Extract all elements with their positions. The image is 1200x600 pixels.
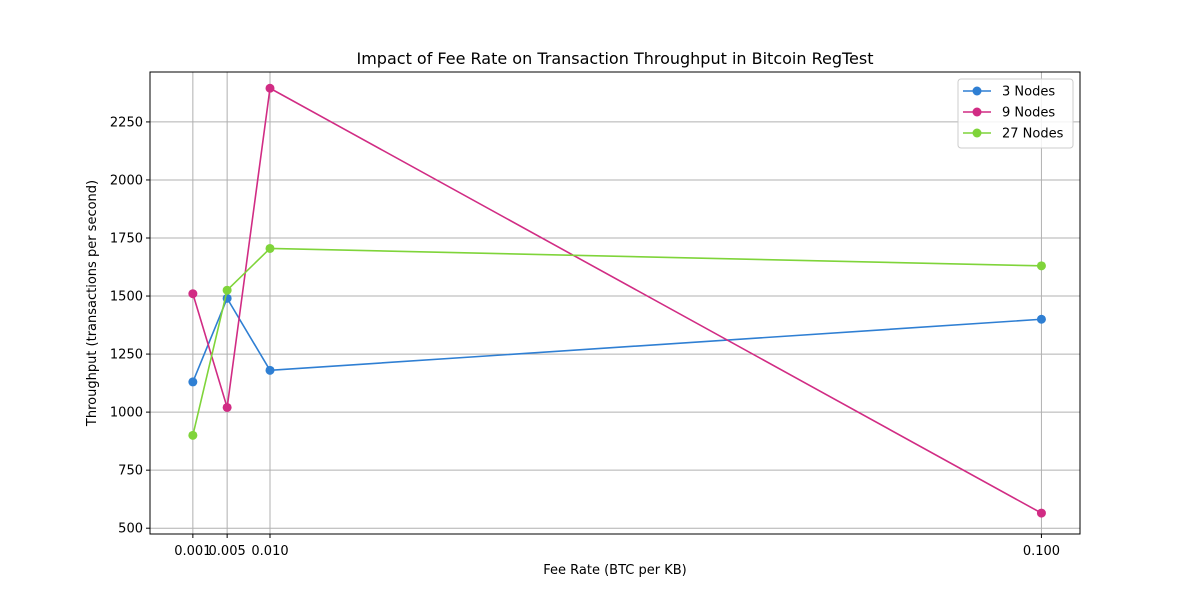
data-point-9-nodes (188, 289, 198, 299)
y-tick-label: 1250 (110, 348, 143, 363)
y-tick-label: 1750 (110, 231, 143, 246)
data-point-9-nodes (1036, 508, 1046, 518)
axis-ticks: 500 750 1000 1250 1500 1750 2000 2250 0.0010.005… (110, 115, 1060, 559)
legend-box (957, 78, 1074, 149)
data-point-27-nodes (265, 243, 275, 253)
data-point-3-nodes (188, 377, 198, 387)
legend-label-9-nodes: 9 Nodes (1002, 106, 1055, 121)
y-tick-label: 2250 (110, 115, 143, 130)
data-point-9-nodes (265, 83, 275, 93)
data-point-9-nodes (222, 402, 232, 412)
data-point-27-nodes (188, 430, 198, 440)
y-tick-label: 1500 (110, 290, 143, 305)
data-point-27-nodes (1036, 261, 1046, 271)
plot-area-frame (149, 71, 1081, 535)
y-tick-label: 1000 (110, 406, 143, 421)
x-tick-label: 0.001 (174, 544, 211, 559)
series-line-9-nodes (192, 87, 1042, 514)
series-line-27-nodes (192, 247, 1042, 436)
series-lines (188, 83, 1046, 518)
legend-swatch-marker-9-nodes (972, 107, 982, 117)
y-tick-label: 750 (118, 464, 143, 479)
y-tick-label: 2000 (110, 173, 143, 188)
chart-title: Impact of Fee Rate on Transaction Throug… (357, 49, 874, 68)
data-point-3-nodes (265, 365, 275, 375)
x-tick-label: 0.005 (209, 544, 246, 559)
x-tick-label: 0.010 (251, 544, 288, 559)
legend-swatch-marker-27-nodes (972, 128, 982, 138)
legend: 3 Nodes 9 Nodes 27 Nodes (957, 78, 1074, 149)
y-tick-label: 500 (118, 522, 143, 537)
data-point-27-nodes (222, 285, 232, 295)
y-axis-title: Throughput (transactions per second) (85, 180, 100, 427)
legend-label-27-nodes: 27 Nodes (1002, 127, 1064, 142)
legend-label-3-nodes: 3 Nodes (1002, 85, 1055, 100)
data-point-3-nodes (1036, 314, 1046, 324)
x-axis-title: Fee Rate (BTC per KB) (543, 563, 686, 578)
legend-swatch-marker-3-nodes (972, 86, 982, 96)
series-line-3-nodes (192, 297, 1042, 383)
x-tick-label: 0.100 (1023, 544, 1060, 559)
grid (150, 72, 1080, 534)
